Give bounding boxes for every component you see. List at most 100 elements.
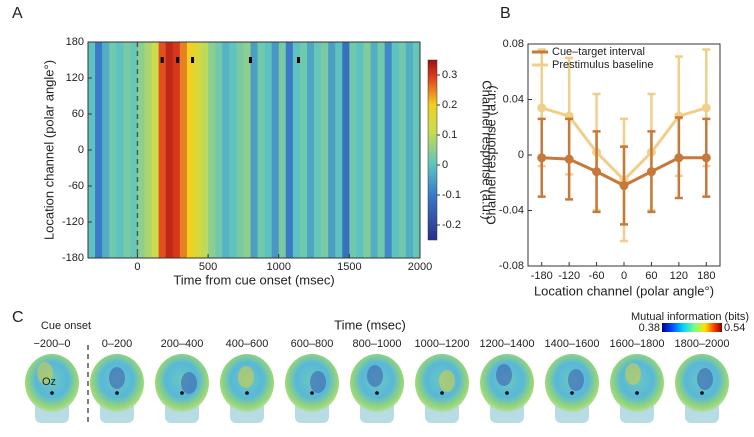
x-tick-label: -60 [589,270,605,282]
activity-blob [238,366,254,388]
heat-cell [321,42,329,258]
significance-marker [160,57,164,63]
heat-cell [328,42,336,258]
electrode [375,391,379,395]
significance-marker [176,57,180,63]
point [701,103,711,113]
y-tick-label: 0.08 [503,38,524,50]
activity-blob [310,371,326,393]
activity-blob [439,370,455,392]
point [592,167,602,177]
colorbar-tick-label: 0.3 [442,69,457,81]
colorbar-tick-label: 0.2 [442,99,457,111]
activity-blob [496,364,512,386]
heat-cell [384,42,393,258]
heat-cell [349,42,357,258]
window-label: 0–200 [102,338,133,350]
activity-blob [625,363,641,385]
colorbar [427,59,438,241]
heat-cell [215,42,223,258]
heat-cell [391,42,400,258]
y-tick-label: 0 [518,149,524,161]
heat-cell [144,42,152,258]
window-label: 1600–1800 [609,338,664,350]
x-tick-label: 180 [697,270,715,282]
significance-marker [297,57,301,63]
x-tick-label: -180 [531,270,553,282]
colorbar-tick-label: -0.2 [442,219,461,231]
panel-label: A [12,5,23,22]
legend-label: Cue–target interval [552,46,645,58]
heat-cell [243,42,251,258]
heat-cell [306,42,315,258]
heat-cell [377,42,385,258]
activity-blob [109,367,125,389]
x-tick-label: 60 [645,270,657,282]
heat-cell [179,42,188,258]
point [619,181,629,191]
electrode [180,391,184,395]
electrode [440,391,444,395]
x-tick-label: 1000 [266,261,290,273]
window-label: 1800–2000 [674,338,729,350]
heat-cell [116,42,124,258]
colorbar-tick-label: -0.1 [442,189,461,201]
y-tick-label: -180 [62,252,84,264]
electrode [570,391,574,395]
electrode [115,391,119,395]
activity-blob [181,372,197,394]
point [537,103,547,113]
heat-cell [123,42,131,258]
window-label: 1200–1400 [479,338,534,350]
heat-cell [109,42,117,258]
electrode [50,391,54,395]
x-tick-label: 2000 [408,261,432,273]
heat-cell [356,42,364,258]
y-tick-label: -60 [68,180,84,192]
heat-cell [257,42,265,258]
heat-cell [299,42,308,258]
heat-cell [264,42,272,258]
heat-cell [314,42,322,258]
heat-cell [342,42,350,258]
x-tick-label: 0 [621,270,627,282]
y-axis-label: Channel response (a.u.) [483,85,498,224]
activity-blob [367,365,383,387]
heat-cell [208,42,216,258]
heat-cell [130,42,138,258]
x-tick-label: -120 [558,270,580,282]
window-label: 600–800 [291,338,334,350]
colorbar-max: 0.54 [724,322,745,334]
heat-cell [285,42,294,258]
y-tick-label: 0.04 [503,93,524,105]
window-label: 1000–1200 [414,338,469,350]
window-label: 1400–1600 [544,338,599,350]
electrode [245,391,249,395]
heat-cell [193,42,202,258]
significance-marker [191,57,195,63]
heat-cell [335,42,343,258]
heat-cell [292,42,301,258]
y-tick-label: -0.04 [499,204,524,216]
x-tick-label: 1500 [337,261,361,273]
heat-cell [236,42,244,258]
heat-cell [398,42,407,258]
heat-cell [137,42,145,258]
electrode [635,391,639,395]
heat-cell [229,42,237,258]
colorbar-tick-label: 0 [442,159,448,171]
heat-cell [95,42,103,258]
window-label: 800–1000 [353,338,402,350]
y-tick-label: -120 [62,216,84,228]
time-title: Time (msec) [334,317,406,332]
colorbar [662,323,722,332]
window-label: −200–0 [33,338,70,350]
heat-cell [151,42,159,258]
point [674,153,684,163]
cue-onset-label: Cue onset [41,320,91,332]
electrode [310,391,314,395]
legend-label: Prestimulus baseline [552,59,654,71]
x-axis-label: Time from cue onset (msec) [173,272,334,287]
colorbar-tick-label: 0.1 [442,129,457,141]
